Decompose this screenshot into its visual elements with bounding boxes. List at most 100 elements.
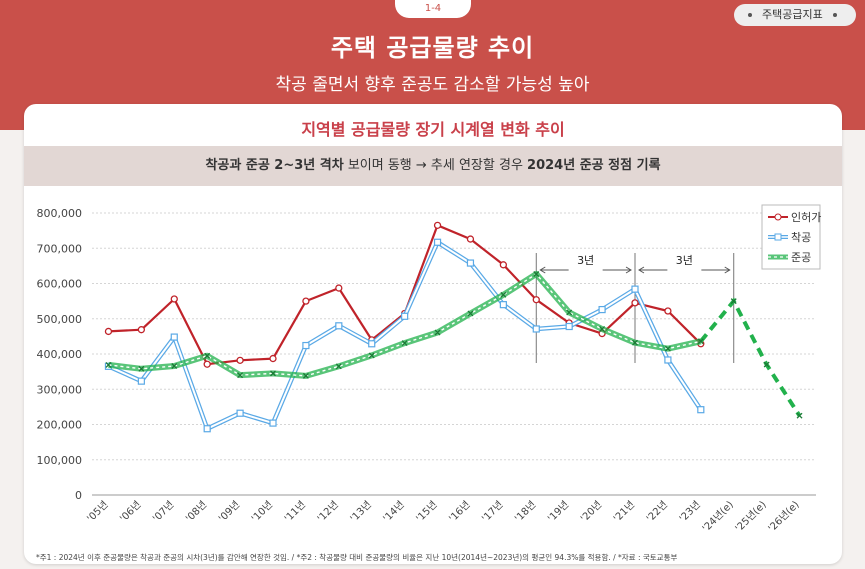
data-point-준공 (533, 271, 540, 277)
x-tick-label: '26년(e) (766, 499, 802, 535)
data-point-인허가 (170, 295, 178, 303)
point-mark (566, 309, 573, 316)
legend-item-착공-label: 착공 (791, 231, 811, 244)
y-tick-label: 500,000 (37, 313, 83, 326)
highlight-text: 보이며 동행 → 추세 연장할 경우 (343, 158, 528, 173)
page-number-tab: 1-4 (395, 0, 471, 18)
point-mark (204, 352, 211, 359)
gap-arrow-right (724, 266, 731, 274)
x-tick-label: '14년 (381, 499, 407, 525)
data-point-준공 (500, 291, 507, 298)
y-tick-label: 700,000 (37, 242, 83, 255)
x-tick-label: '13년 (348, 499, 374, 525)
data-point-착공 (433, 238, 442, 246)
point-mark (138, 365, 145, 372)
point-mark (368, 352, 375, 359)
data-point-준공 (467, 310, 474, 317)
data-point-인허가 (335, 284, 343, 292)
data-point-인허가 (269, 354, 277, 363)
data-point-인허가 (203, 360, 211, 368)
data-point-착공 (269, 419, 277, 427)
data-point-준공 (302, 372, 309, 379)
x-tick-label: '05년 (85, 499, 111, 525)
bullet-dot-icon (748, 13, 752, 17)
data-point-착공 (401, 312, 409, 320)
data-point-착공 (499, 301, 507, 309)
data-point-준공 (237, 372, 244, 379)
data-point-준공 (730, 298, 737, 305)
x-tick-label: '20년 (578, 499, 604, 525)
data-point-인허가 (433, 221, 442, 229)
point-mark (533, 271, 540, 277)
point-mark (796, 412, 803, 419)
point-mark (599, 326, 606, 332)
point-mark (401, 340, 408, 347)
x-tick-label: '17년 (480, 499, 506, 525)
data-point-준공 (632, 339, 638, 346)
point-mark (105, 361, 112, 368)
data-point-준공 (566, 309, 573, 316)
legend-item-준공-label: 준공 (791, 251, 811, 264)
gap-label: 3년 (577, 254, 594, 267)
data-point-인허가 (137, 326, 146, 334)
category-tag-label: 주택공급지표 (762, 8, 823, 21)
point-mark (664, 345, 671, 352)
data-point-인허가 (466, 235, 475, 243)
data-point-준공 (204, 352, 211, 359)
data-point-착공 (335, 322, 343, 330)
x-tick-label: '11년 (282, 499, 308, 525)
highlight-strong-2: 2024년 준공 정점 기록 (527, 158, 661, 173)
y-tick-label: 800,000 (37, 207, 83, 220)
x-tick-label: '21년 (611, 499, 637, 525)
gap-label-bg (568, 260, 603, 280)
series-projection-준공 (699, 297, 802, 417)
data-point-착공 (236, 409, 244, 417)
data-point-준공 (335, 363, 342, 370)
point-mark (171, 363, 178, 369)
gap-label-bg (667, 260, 702, 280)
y-tick-label: 300,000 (37, 383, 83, 396)
data-point-착공 (565, 322, 573, 331)
point-mark (467, 310, 474, 317)
data-point-인허가 (631, 299, 639, 307)
data-point-준공 (697, 338, 704, 345)
x-tick-label: '22년 (644, 499, 670, 525)
x-tick-label: '23년 (677, 499, 703, 525)
data-point-인허가 (532, 296, 540, 304)
x-tick-label: '08년 (183, 499, 209, 525)
point-mark (302, 372, 309, 379)
data-point-인허가 (302, 297, 310, 305)
data-point-준공 (599, 326, 606, 332)
point-mark (763, 361, 770, 368)
bullet-dot-icon (832, 13, 837, 17)
data-point-준공 (763, 361, 770, 368)
x-tick-label: '09년 (216, 499, 242, 525)
category-tag[interactable]: 주택공급지표 (734, 4, 856, 26)
legend-item-착공-marker (774, 233, 782, 241)
data-point-준공 (796, 412, 803, 419)
data-point-착공 (203, 425, 211, 433)
y-tick-label: 400,000 (37, 348, 83, 361)
y-tick-label: 200,000 (37, 419, 83, 432)
data-point-착공 (466, 259, 475, 267)
data-point-착공 (598, 305, 606, 314)
data-point-준공 (138, 365, 145, 372)
data-point-준공 (171, 363, 178, 369)
point-mark (632, 339, 638, 346)
point-mark (335, 363, 342, 370)
point-mark (237, 372, 244, 379)
gap-label: 3년 (676, 254, 693, 267)
data-point-착공 (137, 377, 145, 385)
x-tick-label: '10년 (249, 499, 275, 525)
legend-item-인허가-marker (774, 213, 782, 221)
gap-arrow-left (638, 266, 645, 274)
footnote: *주1 : 2024년 이후 준공물량은 착공과 준공의 시차(3년)를 감안해… (36, 553, 678, 562)
data-point-착공 (368, 340, 376, 348)
point-mark (270, 370, 276, 377)
chart-card-title: 지역별 공급물량 장기 시계열 변화 추이 (301, 120, 565, 139)
x-tick-label: '19년 (545, 499, 571, 525)
x-tick-label: '15년 (414, 499, 440, 525)
legend-item-인허가-label: 인허가 (791, 211, 821, 224)
y-tick-label: 0 (75, 489, 82, 502)
